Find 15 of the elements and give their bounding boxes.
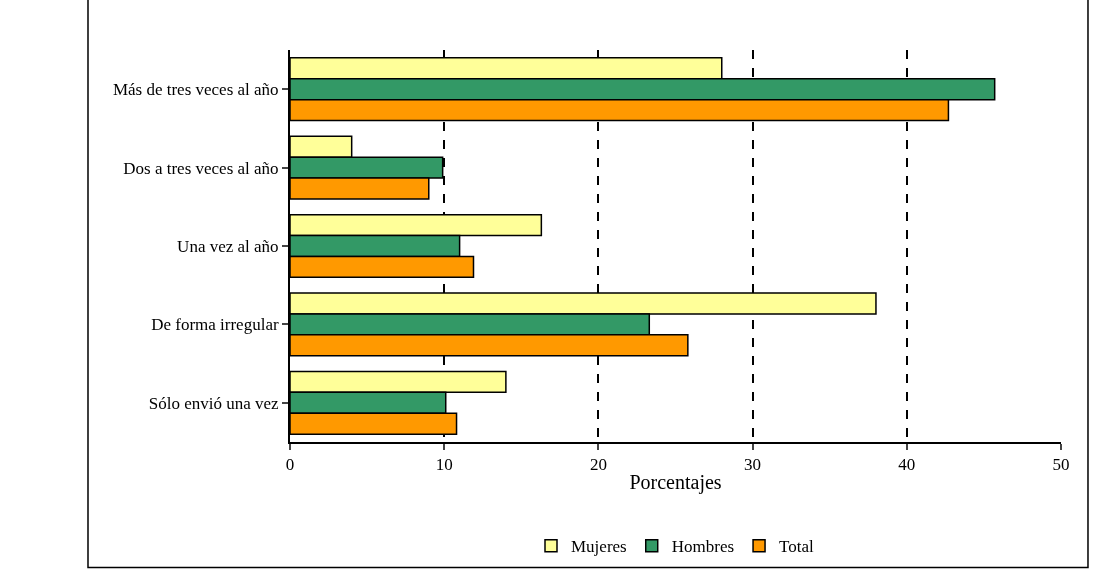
legend-label: Mujeres	[571, 537, 627, 557]
y-tick-label: Dos a tres veces al año	[123, 158, 279, 178]
y-tick-label: De forma irregular	[151, 315, 279, 335]
x-tick-label: 0	[285, 455, 295, 475]
x-tick-label: 20	[589, 455, 607, 475]
legend-label: Total	[779, 537, 815, 557]
x-axis-title: Porcentajes	[629, 471, 722, 495]
y-tick-label: Sólo envió una vez	[148, 393, 280, 413]
x-tick-label: 40	[898, 455, 916, 475]
x-tick-label: 30	[744, 455, 762, 475]
x-tick-label: 50	[1052, 455, 1070, 475]
y-tick-label: Más de tres veces al año	[112, 80, 279, 100]
legend-label: Hombres	[671, 537, 735, 557]
y-tick-label: Una vez al año	[177, 236, 279, 256]
x-tick-label: 10	[435, 455, 453, 475]
